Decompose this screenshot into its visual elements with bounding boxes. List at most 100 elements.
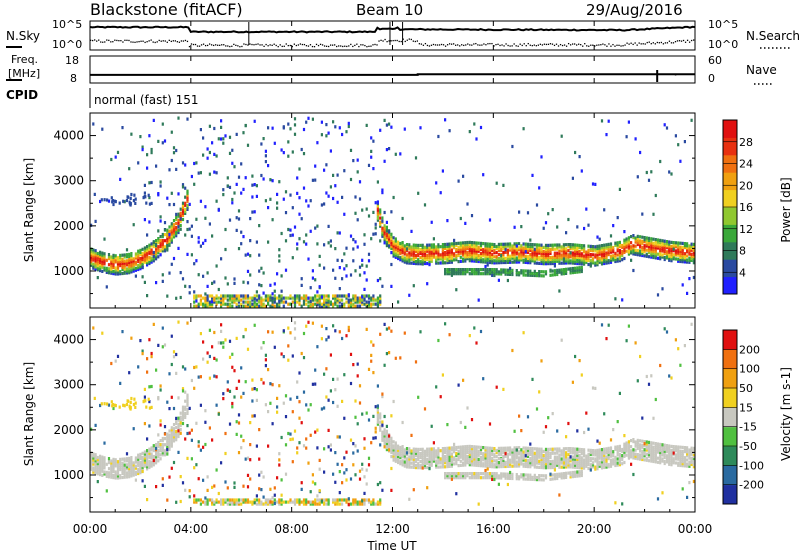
echo-cell [161, 439, 164, 443]
echo-cell [269, 401, 272, 405]
echo-cell [504, 446, 507, 450]
echo-cell [502, 472, 505, 476]
echo-cell [354, 296, 357, 300]
echo-cell [522, 331, 525, 335]
echo-cell [587, 250, 590, 254]
echo-cell [513, 450, 516, 454]
echo-cell [600, 260, 604, 264]
echo-cell [421, 253, 424, 258]
echo-cell [618, 257, 621, 261]
echo-cell [112, 465, 115, 470]
nsearch-point [247, 44, 249, 46]
echo-cell [690, 254, 693, 258]
echo-cell [459, 272, 462, 276]
echo-cell [172, 429, 176, 433]
echo-cell [123, 200, 126, 204]
echo-cell [267, 298, 270, 302]
echo-cell [181, 389, 185, 393]
echo-cell [421, 466, 424, 470]
echo-cell [531, 253, 534, 257]
echo-cell [269, 487, 272, 491]
echo-cell [623, 250, 626, 254]
echo-cell [650, 241, 653, 245]
echo-cell [437, 253, 440, 257]
nsearch-point [481, 44, 483, 46]
echo-cell [627, 120, 630, 124]
echo-cell [107, 403, 111, 407]
echo-cell [457, 476, 460, 480]
echo-cell [477, 247, 480, 251]
echo-cell [327, 300, 330, 304]
echo-cell [170, 434, 173, 438]
echo-cell [134, 472, 137, 476]
echo-cell [565, 269, 568, 273]
echo-cell [688, 260, 691, 264]
echo-cell [157, 433, 160, 437]
echo-cell [146, 461, 149, 465]
echo-cell [220, 498, 223, 502]
echo-cell [453, 456, 456, 460]
echo-cell [479, 464, 483, 468]
echo-cell [390, 442, 393, 446]
echo-cell [119, 461, 122, 466]
echo-cell [260, 296, 263, 300]
echo-cell [486, 250, 489, 254]
echo-cell [148, 251, 151, 255]
echo-cell [309, 433, 312, 437]
echo-cell [466, 253, 469, 257]
echo-cell [672, 257, 675, 261]
echo-cell [332, 268, 335, 272]
echo-cell [446, 244, 449, 248]
echo-cell [92, 252, 95, 256]
echo-cell [645, 236, 648, 240]
echo-cell [464, 445, 467, 449]
echo-cell [578, 245, 581, 250]
echo-cell [101, 127, 104, 131]
echo-cell [522, 458, 525, 462]
echo-cell [441, 455, 444, 459]
echo-cell [258, 298, 261, 302]
echo-cell [470, 447, 474, 451]
echo-cell [293, 498, 297, 502]
echo-cell [511, 252, 514, 256]
echo-cell [491, 246, 494, 250]
echo-cell [441, 255, 444, 259]
echo-cell [603, 253, 606, 257]
echo-cell [141, 257, 144, 262]
echo-cell [226, 304, 229, 308]
echo-cell [484, 450, 487, 454]
echo-cell [166, 248, 169, 252]
echo-cell [220, 300, 223, 304]
echo-cell [150, 452, 153, 456]
nsearch-point [557, 45, 560, 47]
echo-cell [484, 452, 487, 456]
echo-cell [511, 454, 514, 458]
echo-cell [399, 449, 402, 454]
echo-cell [627, 248, 630, 252]
echo-cell [542, 466, 545, 470]
echo-cell [493, 453, 496, 457]
echo-cell [462, 253, 465, 257]
echo-cell [280, 294, 283, 298]
echo-cell [553, 243, 556, 247]
echo-cell [439, 261, 442, 265]
echo-cell [533, 455, 536, 459]
echo-cell [132, 223, 135, 227]
echo-cell [450, 256, 453, 260]
echo-cell [215, 375, 218, 379]
echo-cell [450, 242, 453, 246]
echo-cell [244, 327, 247, 332]
echo-cell [484, 244, 487, 248]
echo-cell [466, 474, 469, 478]
echo-cell [526, 246, 530, 250]
echo-cell [426, 257, 429, 261]
echo-cell [457, 453, 460, 457]
echo-cell [506, 256, 509, 260]
echo-cell [520, 246, 523, 250]
echo-cell [540, 257, 543, 262]
echo-cell [253, 302, 256, 306]
echo-cell [408, 449, 411, 453]
echo-cell [529, 273, 532, 277]
echo-cell [296, 296, 299, 300]
echo-cell [520, 450, 523, 454]
